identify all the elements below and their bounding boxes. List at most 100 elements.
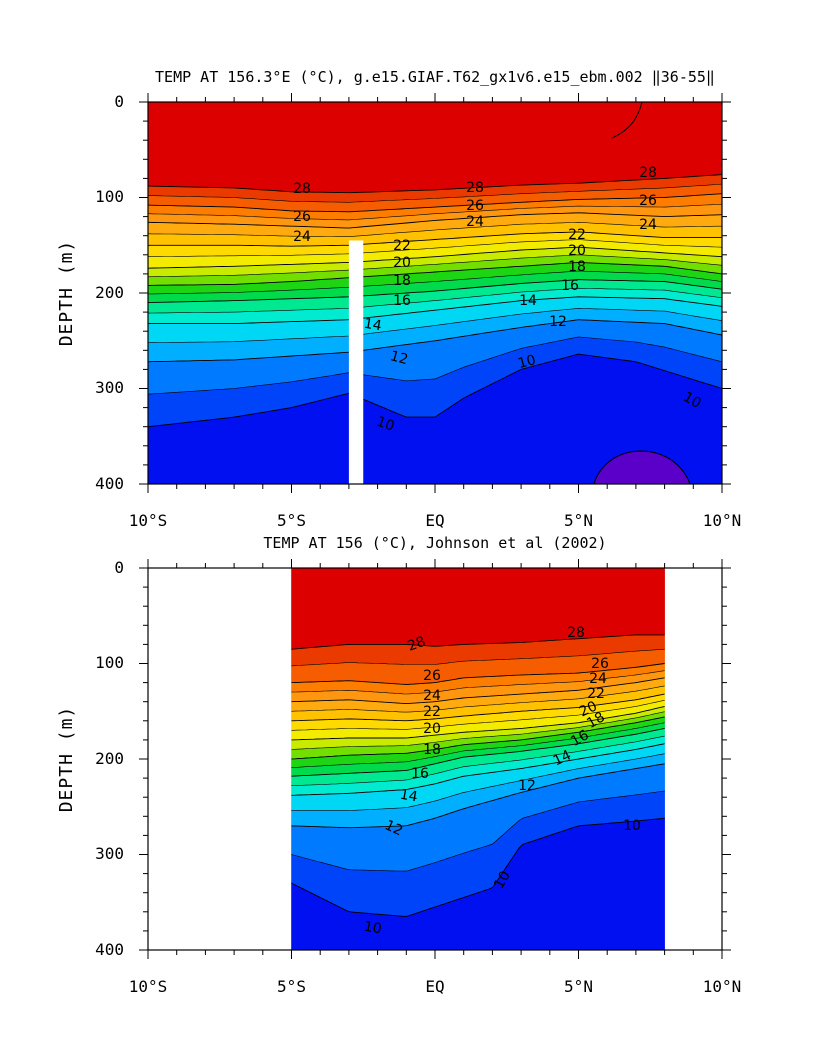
y-tick-label: 100 [95, 653, 124, 672]
contour-label: 16 [568, 727, 592, 750]
y-tick-label: 400 [95, 940, 124, 959]
contour-label: 26 [423, 668, 441, 684]
isotherm-lines [148, 174, 722, 428]
contour-label: 16 [411, 766, 429, 782]
x-axis: 10°S 5°S EQ 5°N 10°N [129, 977, 742, 996]
contour-label: 26 [639, 193, 657, 209]
isotherm-15 [291, 735, 665, 786]
contour-label: 14 [519, 293, 537, 309]
isotherm-14 [148, 296, 722, 325]
contour-label: 28 [567, 625, 585, 641]
isotherm-lines [291, 634, 665, 917]
isotherm-20 [291, 706, 665, 741]
y-tick-label: 0 [114, 92, 124, 111]
temperature-band-warm [148, 102, 722, 194]
contour-label: 10 [516, 352, 537, 372]
plot-area [148, 568, 722, 950]
y-tick-label: 300 [95, 844, 124, 863]
y-axis: 0 100 200 300 400 DEPTH (m) [56, 558, 124, 959]
isotherm-13 [148, 307, 722, 343]
isotherm-23 [148, 221, 722, 238]
contour-label: 12 [518, 778, 536, 794]
temperature-fill [291, 568, 665, 950]
isotherm-27 [291, 648, 665, 667]
contour-label: 12 [382, 817, 405, 839]
plot-area [148, 102, 722, 484]
isotherm-25 [148, 203, 722, 221]
y-tick-label: 200 [95, 749, 124, 768]
isotherm-28 [291, 634, 665, 650]
contour-label: 28 [406, 634, 428, 655]
contour-label: 22 [587, 686, 605, 702]
isotherm-25 [291, 670, 665, 695]
x-tick-label: 5°S [277, 511, 306, 530]
y-axis: 0 100 200 300 400 DEPTH (m) [56, 92, 124, 493]
isotherm-12 [148, 319, 722, 363]
isotherm-20 [148, 246, 722, 269]
cold-core-9-degree-blob [593, 450, 691, 484]
contour-label: 18 [568, 259, 586, 275]
isotherm-13 [291, 753, 665, 811]
panel-observed: TEMP AT 156 (°C), Johnson et al (2002) 2… [56, 534, 741, 996]
contour-label: 14 [363, 316, 383, 335]
contour-label: 24 [589, 671, 607, 687]
isotherm-12 [291, 763, 665, 829]
panel-model: TEMP AT 156.3°E (°C), g.e15.GIAF.T62_gx1… [56, 68, 741, 530]
x-tick-label: 10°S [129, 511, 168, 530]
y-tick-label: 0 [114, 558, 124, 577]
contour-label: 12 [549, 314, 567, 330]
contour-labels: 28 28 26 26 24 24 22 22 20 20 18 18 16 1… [363, 625, 641, 937]
contour-label: 10 [491, 868, 514, 891]
y-axis-label: DEPTH (m) [56, 706, 77, 813]
panel-title: TEMP AT 156.3°E (°C), g.e15.GIAF.T62_gx1… [155, 68, 715, 86]
isotherm-17 [148, 270, 722, 295]
contour-label: 16 [561, 278, 579, 294]
isotherm-17 [291, 722, 665, 768]
contour-label: 24 [466, 214, 484, 230]
isotherm-16 [291, 727, 665, 777]
isotherm-21 [291, 700, 665, 731]
contour-label: 28 [293, 181, 311, 197]
y-tick-label: 200 [95, 283, 124, 302]
isotherm-10 [148, 353, 722, 428]
isotherm-10 [291, 817, 665, 917]
contour-label: 12 [388, 348, 409, 368]
contour-label: 24 [423, 688, 441, 704]
contour-label: 14 [551, 747, 574, 769]
isotherm-21 [148, 239, 722, 257]
isotherm-22 [291, 693, 665, 722]
isotherm-19 [291, 711, 665, 750]
contour-label: 22 [423, 704, 441, 720]
y-axis-label: DEPTH (m) [56, 240, 77, 347]
isotherm-24 [291, 677, 665, 705]
y-tick-label: 100 [95, 187, 124, 206]
contour-label: 26 [293, 209, 311, 225]
isotherm-18 [148, 261, 722, 286]
contour-label: 24 [639, 217, 657, 233]
isotherm-22 [148, 231, 722, 247]
isotherm-18 [291, 716, 665, 760]
contour-label: 18 [584, 709, 607, 732]
isotherm-26 [291, 663, 665, 685]
warm-pool-surface-boundary [611, 102, 643, 139]
isotherm-19 [148, 254, 722, 278]
isotherm-15 [148, 287, 722, 314]
contour-label: 10 [363, 919, 383, 938]
contour-label: 26 [591, 656, 609, 672]
contour-label: 10 [374, 414, 396, 435]
isotherm-24 [148, 212, 722, 229]
x-tick-label: 10°N [703, 977, 742, 996]
x-axis: 10°S 5°S EQ 5°N 10°N [129, 511, 742, 530]
contour-label: 28 [639, 165, 657, 181]
x-tick-label: 5°N [564, 977, 593, 996]
x-tick-label: EQ [425, 977, 444, 996]
axis-ticks [139, 93, 731, 493]
panel-title: TEMP AT 156 (°C), Johnson et al (2002) [263, 534, 606, 552]
contour-label: 20 [577, 698, 600, 720]
y-tick-label: 400 [95, 474, 124, 493]
contour-label: 28 [466, 180, 484, 196]
contour-label: 22 [393, 238, 411, 254]
contour-label: 26 [466, 198, 484, 214]
isotherm-23 [291, 685, 665, 713]
